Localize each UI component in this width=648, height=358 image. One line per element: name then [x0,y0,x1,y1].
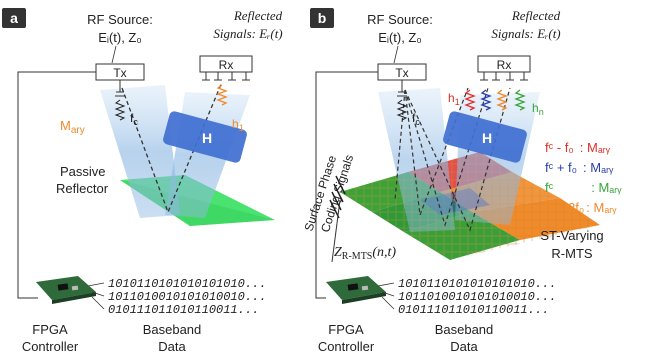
fc-label: fc [130,111,138,127]
h-block-b [443,111,527,163]
rx-wave-red [464,89,476,111]
h-label: H [202,130,212,146]
bits-line-2-b: 1011010010101010010... [398,290,556,304]
rx-wave-orange [496,89,508,111]
rf-source-eq-b: Eᵢ(t), Z₀ [378,30,422,45]
tx-label: Tx [113,66,126,80]
fpga-label-2: Controller [22,339,79,354]
reflector-label-2: Reflector [56,181,109,196]
panel-b: b H Tx fc RF S [302,8,622,354]
panel-a-badge [2,8,26,28]
bits-line-3-b: 010111011010110011... [398,303,549,317]
control-wire [17,71,96,299]
h1-label: h1 [232,117,244,133]
z-rmts-label: ZR-MTS(n,t) [334,245,396,262]
rf-source-title: RF Source: [87,12,153,27]
h-label-b: H [482,130,492,146]
freq-item-3: fᶜ: Mₐᵣᵧ [545,180,622,195]
baseband-label-2-b: Data [450,339,478,354]
fpga-label-1: FPGA [32,322,68,337]
fpga-board [36,276,96,304]
rx-label: Rx [219,58,234,72]
incident-beam-b [378,88,455,232]
tx-wave-b [396,99,408,121]
freq-item-4: fᶜ + 2f₀: Mₐᵣᵧ [545,200,617,215]
bits-line-1-b: 1010110101010101010... [398,277,556,291]
panel-b-label: b [318,10,327,26]
panel-a: a H Tx fc RF Source: Eᵢ(t), Z₀ Rx [2,8,283,354]
frequency-legend: fᶜ - f₀: Mₐᵣᵧ fᶜ + f₀: Mₐᵣᵧ fᶜ: Mₐᵣᵧ fᶜ … [545,140,622,215]
fpga-label-1-b: FPGA [328,322,364,337]
rx-label-b: Rx [497,58,512,72]
tx-label-b: Tx [395,66,408,80]
incident-beam [100,85,180,218]
st-varying-label-2: R-MTS [551,246,592,261]
fc-label-b: fc [412,111,420,127]
mary-label: Mary [60,118,85,136]
freq-item-1: fᶜ - f₀: Mₐᵣᵧ [545,140,611,155]
rx-wave [216,84,228,106]
fpga-board-b [326,276,386,304]
bits-line-3: 010111011010110011... [108,303,259,317]
rf-source-title-b: RF Source: [367,12,433,27]
h-block [163,111,247,163]
fpga-label-2-b: Controller [318,339,375,354]
baseband-label-1-b: Baseband [435,322,494,337]
st-varying-label-1: ST-Varying [540,228,603,243]
rf-source-eq: Eᵢ(t), Z₀ [98,30,142,45]
reflected-title: Reflected [233,8,283,23]
rx-wave-blue [480,89,492,111]
freq-item-2: fᶜ + f₀: Mₐᵣᵧ [545,160,614,175]
control-wire-b [315,71,378,299]
hn-label-b: hn [532,101,544,117]
h1-label-b: h1 [448,91,460,107]
rx-box [199,55,253,73]
bits-line-1: 1010110101010101010... [108,277,266,291]
signals-title: Signals: Eᵣ(t) [213,26,282,41]
rx-box-b [477,55,531,73]
reflector-label-1: Passive [60,164,106,179]
signals-title-b: Signals: Eᵣ(t) [491,26,560,41]
panel-b-badge [310,8,334,28]
bits-line-2: 1011010010101010010... [108,290,266,304]
tx-wave [114,99,126,121]
rx-wave-green [514,89,526,111]
reflected-title-b: Reflected [511,8,561,23]
baseband-label-2: Data [158,339,186,354]
baseband-label-1: Baseband [143,322,202,337]
panel-a-label: a [10,10,18,26]
